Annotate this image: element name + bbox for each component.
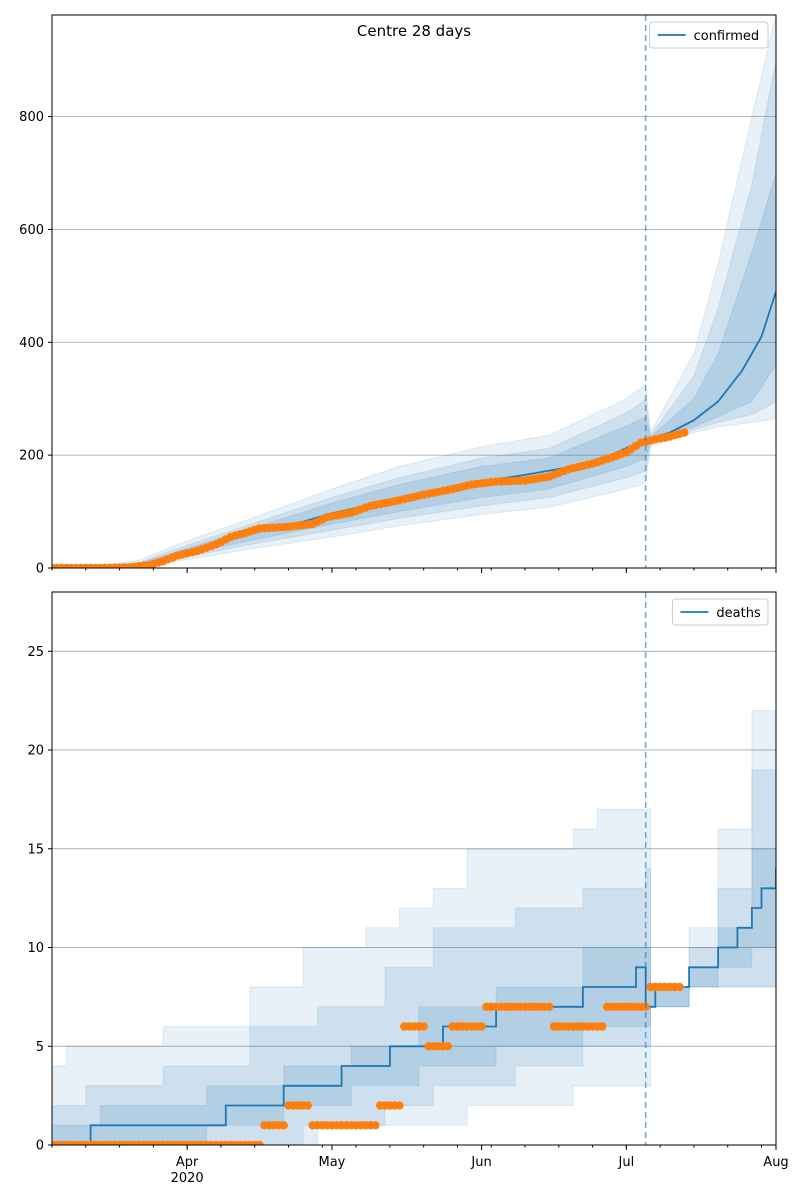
legend-box xyxy=(649,21,769,49)
model-line xyxy=(52,868,776,1145)
legend: confirmed xyxy=(649,21,769,49)
plot-frame xyxy=(51,591,777,1146)
observed-point xyxy=(598,1022,607,1031)
confidence-band-1 xyxy=(52,15,776,568)
legend-box xyxy=(671,598,769,626)
y-tick-label: 0 xyxy=(36,1139,44,1154)
observed-point xyxy=(477,1022,486,1031)
x-tick-sublabel: 2020 xyxy=(171,1171,204,1186)
x-tick-label: May xyxy=(319,1155,346,1170)
legend-label: confirmed xyxy=(694,29,760,44)
plot-frame xyxy=(51,14,777,569)
chart-panel-1: 0 200 400 600 800 Centre 28 days confirmed xyxy=(19,14,777,577)
observed-point xyxy=(279,1121,288,1130)
y-tick-label: 5 xyxy=(36,1040,44,1055)
confidence-band-3 xyxy=(52,172,776,568)
legend-label: deaths xyxy=(716,606,761,621)
chart-title: Centre 28 days xyxy=(357,22,471,40)
observed-point xyxy=(675,982,684,992)
x-tick-label: Jul xyxy=(618,1155,635,1170)
confidence-band-2 xyxy=(52,60,776,568)
y-tick-label: 200 xyxy=(19,449,44,464)
confidence-band-1 xyxy=(52,592,776,1145)
observed-point xyxy=(303,1101,312,1110)
observed-point xyxy=(395,1101,404,1110)
plot-area xyxy=(52,15,776,568)
y-tick-label: 600 xyxy=(19,223,44,238)
y-tick-label: 800 xyxy=(19,110,44,125)
observed-point xyxy=(680,428,689,437)
y-tick-label: 0 xyxy=(36,562,44,577)
x-tick-label: Apr xyxy=(176,1155,199,1170)
x-tick-label: Aug xyxy=(763,1155,788,1170)
y-tick-label: 25 xyxy=(27,645,44,660)
observed-point xyxy=(419,1022,428,1031)
plot-area xyxy=(52,592,776,1145)
y-tick-label: 10 xyxy=(27,941,44,956)
confidence-band-3 xyxy=(52,789,776,1145)
observed-point xyxy=(544,1002,554,1011)
legend: deaths xyxy=(671,598,769,626)
y-tick-label: 15 xyxy=(27,842,44,857)
x-tick-label: Jun xyxy=(470,1155,491,1170)
observed-point xyxy=(443,1042,452,1051)
y-tick-label: 20 xyxy=(27,744,44,759)
observed-point xyxy=(371,1121,380,1130)
observed-point xyxy=(255,1140,264,1145)
y-tick-label: 400 xyxy=(19,336,44,351)
